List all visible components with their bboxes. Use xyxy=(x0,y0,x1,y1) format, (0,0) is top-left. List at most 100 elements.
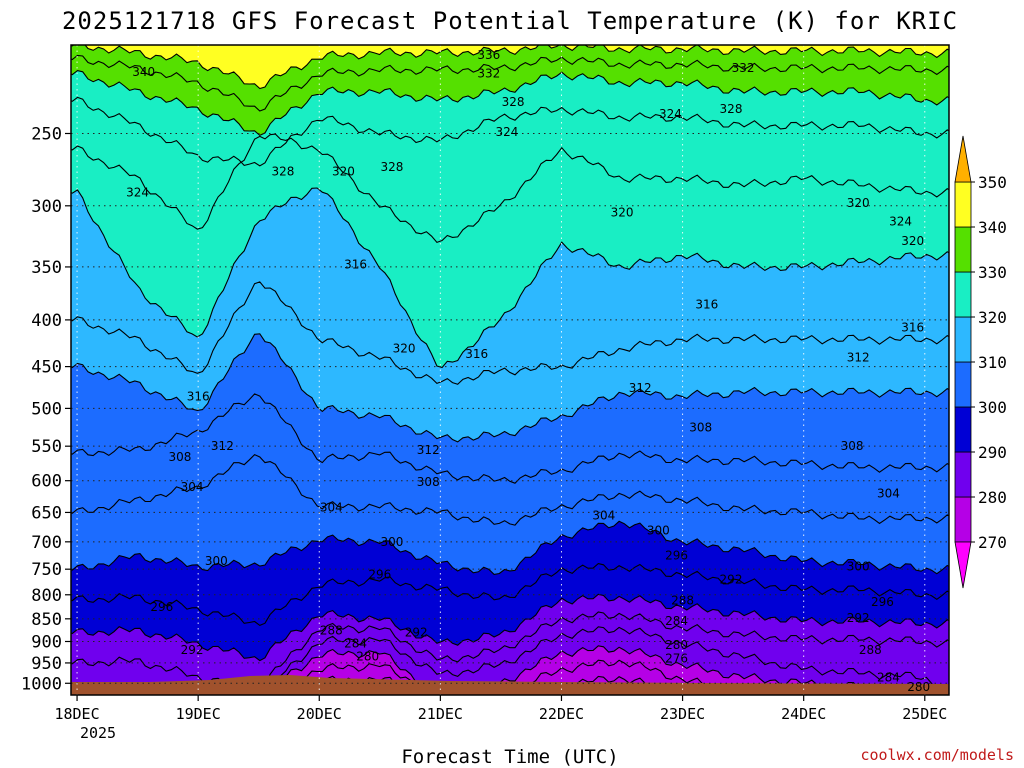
contour-label-40: 300 xyxy=(205,554,228,568)
contour-label-7: 324 xyxy=(659,107,682,121)
x-tick-label-18DEC: 18DEC xyxy=(54,705,99,723)
contour-label-15: 320 xyxy=(847,196,870,210)
isentrope-316 xyxy=(71,281,949,385)
contour-label-27: 308 xyxy=(689,421,712,435)
colorbar-lower-arrow xyxy=(954,541,972,589)
isentrope-328 xyxy=(71,96,949,167)
chart-title: 2025121718 GFS Forecast Potential Temper… xyxy=(62,7,958,35)
y-tick-label-800: 800 xyxy=(31,586,62,606)
contour-label-5: 328 xyxy=(502,95,525,109)
colorbar-label-270: 270 xyxy=(978,533,1007,552)
y-tick-label-950: 950 xyxy=(31,654,62,674)
isentrope-292 xyxy=(71,593,949,662)
colorbar-label-340: 340 xyxy=(978,218,1007,237)
colorbar-segment-270 xyxy=(954,496,972,543)
isentrope-308 xyxy=(71,393,949,484)
colorbar-label-350: 350 xyxy=(978,173,1007,192)
isentrope-300 xyxy=(71,520,949,575)
x-tick-label-21DEC: 21DEC xyxy=(418,705,463,723)
y-tick-label-600: 600 xyxy=(31,472,62,492)
colorbar-label-300: 300 xyxy=(978,398,1007,417)
contour-label-22: 316 xyxy=(465,347,488,361)
x-axis-label: Forecast Time (UTC) xyxy=(401,746,618,768)
contour-label-41: 296 xyxy=(368,567,391,581)
x-axis-year-label: 2025 xyxy=(80,724,116,742)
contour-label-36: 304 xyxy=(592,508,615,522)
colorbar-label-280: 280 xyxy=(978,488,1007,507)
isentrope-296 xyxy=(71,563,949,627)
contour-label-48: 284 xyxy=(665,614,688,628)
contour-label-45: 296 xyxy=(150,600,173,614)
isentrope-332 xyxy=(71,70,949,137)
ground-terrain xyxy=(71,675,949,695)
contour-label-35: 304 xyxy=(320,501,343,515)
contour-label-13: 324 xyxy=(126,185,149,199)
y-tick-label-350: 350 xyxy=(31,258,62,278)
y-tick-label-750: 750 xyxy=(31,560,62,580)
y-axis: 2503003504004505005506006507007508008509… xyxy=(21,124,71,694)
isentrope-336 xyxy=(71,54,949,112)
contour-label-43: 292 xyxy=(720,573,743,587)
contour-label-0: 336 xyxy=(17,61,40,75)
isentrope-312 xyxy=(71,333,949,443)
contour-label-49: 288 xyxy=(320,623,343,637)
contour-label-3: 336 xyxy=(477,48,500,62)
contour-label-44: 288 xyxy=(671,594,694,608)
colorbar-label-310: 310 xyxy=(978,353,1007,372)
contour-label-29: 312 xyxy=(417,443,440,457)
colorbar-label-290: 290 xyxy=(978,443,1007,462)
contour-label-19: 316 xyxy=(695,298,718,312)
contour-label-25: 312 xyxy=(629,381,652,395)
isentrope-304 xyxy=(71,453,949,526)
contour-label-31: 308 xyxy=(169,450,192,464)
isentrope-288 xyxy=(71,611,949,690)
contour-label-47: 292 xyxy=(847,611,870,625)
contour-label-9: 324 xyxy=(496,125,519,139)
x-axis: 18DEC 19DEC 20DEC 21DEC 22DEC 23DEC 24DEC 25DEC xyxy=(54,695,947,723)
contour-label-38: 300 xyxy=(380,535,403,549)
contour-label-59: 280 xyxy=(907,680,930,694)
y-tick-label-550: 550 xyxy=(31,437,62,457)
contour-label-51: 284 xyxy=(344,637,367,651)
y-tick-label-850: 850 xyxy=(31,610,62,630)
contour-label-50: 292 xyxy=(405,626,428,640)
contour-label-4: 332 xyxy=(477,67,500,81)
x-tick-label-25DEC: 25DEC xyxy=(902,705,947,723)
colorbar-segment-300 xyxy=(954,361,972,408)
contour-label-2: 332 xyxy=(17,83,40,97)
contour-label-21: 320 xyxy=(393,342,416,356)
contour-label-39: 296 xyxy=(665,549,688,563)
colorbar-label-330: 330 xyxy=(978,263,1007,282)
isentrope-324 xyxy=(71,133,949,244)
contour-label-54: 288 xyxy=(859,643,882,657)
isentrope-340 xyxy=(71,45,949,90)
colorbar-upper-arrow xyxy=(954,135,972,183)
contour-fill-area xyxy=(71,45,949,695)
contour-label-20: 316 xyxy=(901,321,924,335)
contour-label-56: 276 xyxy=(665,652,688,666)
colorbar: 270 280 290 300 310 320 330 340 350 xyxy=(954,135,1007,589)
contour-label-30: 308 xyxy=(841,439,864,453)
colorbar-segment-280 xyxy=(954,451,972,498)
contour-label-14: 320 xyxy=(611,205,634,219)
plot-frame xyxy=(70,44,950,696)
colorbar-segment-320 xyxy=(954,271,972,318)
colorbar-segment-310 xyxy=(954,316,972,363)
contour-label-26: 316 xyxy=(187,389,210,403)
colorbar-segment-340 xyxy=(954,181,972,228)
contour-label-55: 280 xyxy=(356,650,379,664)
y-tick-label-400: 400 xyxy=(31,311,62,331)
contour-label-53: 292 xyxy=(181,643,204,657)
contour-label-52: 280 xyxy=(665,638,688,652)
contour-label-37: 300 xyxy=(647,523,670,537)
contour-label-18: 316 xyxy=(344,258,367,272)
contour-label-33: 304 xyxy=(181,480,204,494)
x-tick-label-19DEC: 19DEC xyxy=(176,705,221,723)
x-tick-label-22DEC: 22DEC xyxy=(539,705,584,723)
colorbar-segment-290 xyxy=(954,406,972,453)
contour-label-12: 320 xyxy=(332,164,355,178)
contour-label-34: 304 xyxy=(877,487,900,501)
x-tick-label-23DEC: 23DEC xyxy=(660,705,705,723)
contour-label-17: 320 xyxy=(901,234,924,248)
contour-label-23: 312 xyxy=(847,351,870,365)
